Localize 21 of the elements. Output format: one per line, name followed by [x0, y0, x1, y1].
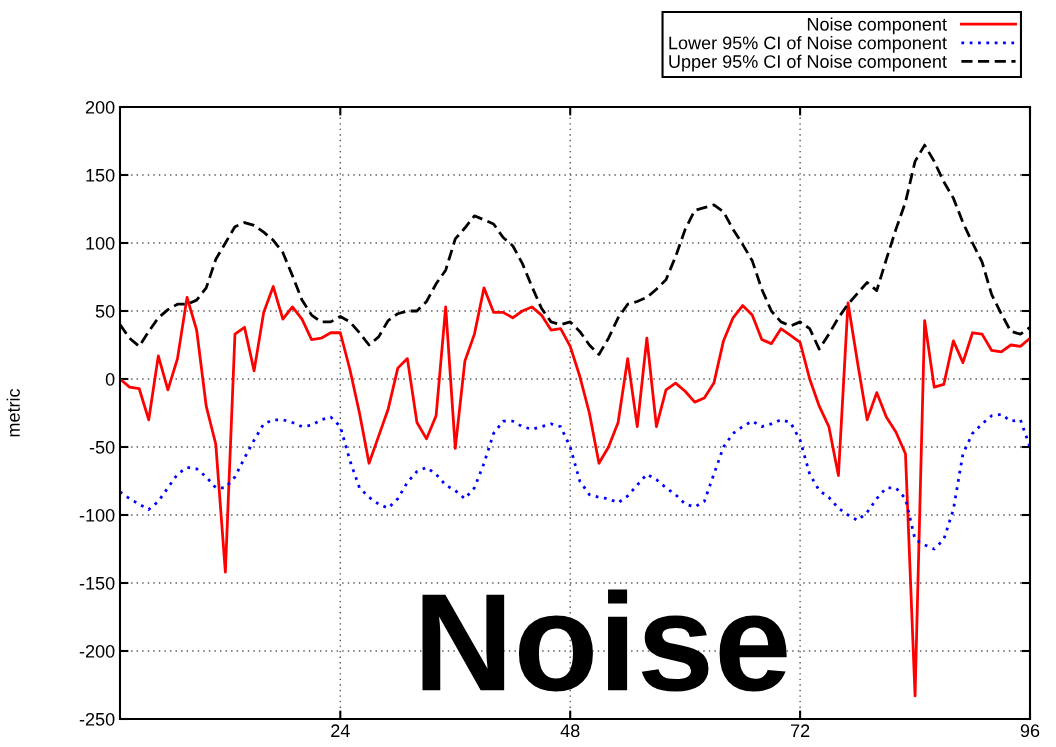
y-tick-label: -250: [79, 712, 115, 726]
annotation: Noise: [422, 589, 787, 692]
y-axis-title: metric: [6, 388, 20, 437]
line-series: [120, 285, 1030, 698]
x-tick-label: 48: [560, 724, 580, 738]
y-tick-label: -100: [79, 508, 115, 522]
y-tick-label: 150: [86, 168, 115, 182]
legend-label: Noise component: [807, 17, 947, 35]
y-tick-label: 0: [105, 372, 115, 386]
y-tick-label: 100: [86, 236, 115, 250]
legend-label: Upper 95% CI of Noise component: [669, 54, 947, 72]
y-tick-label: 200: [85, 100, 115, 114]
y-tick-label: -200: [79, 644, 115, 658]
y-tick-label: 50: [95, 304, 115, 318]
x-tick-label: 72: [790, 724, 810, 737]
x-tick-label: 96: [1020, 724, 1040, 738]
legend-label: Lower 95% CI of Noise component: [669, 36, 947, 53]
y-tick-label: -50: [89, 440, 115, 454]
line-series: [120, 412, 1030, 551]
y-tick-label: -150: [79, 576, 115, 590]
x-tick-label: 24: [331, 724, 350, 737]
